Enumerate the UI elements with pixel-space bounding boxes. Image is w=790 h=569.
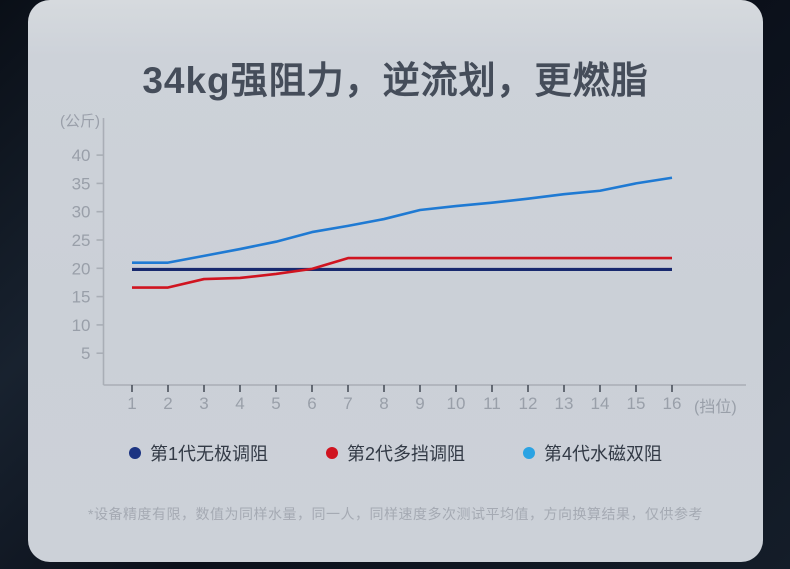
svg-text:1: 1 <box>127 394 136 413</box>
svg-text:2: 2 <box>163 394 172 413</box>
svg-text:5: 5 <box>81 344 90 363</box>
y-axis-unit-label: (公斤) <box>60 113 100 130</box>
svg-text:30: 30 <box>72 203 91 222</box>
feature-card: 34kg强阻力，逆流划，更燃脂 (公斤) 5 10 15 20 25 30 35 40 1 2 3 4… <box>28 0 763 562</box>
svg-text:20: 20 <box>72 259 91 278</box>
svg-text:15: 15 <box>72 288 91 307</box>
svg-text:4: 4 <box>235 394 244 413</box>
disclaimer-footnote: *设备精度有限，数值为同样水量，同一人，同样速度多次测试平均值，方向换算结果，仅… <box>88 506 703 522</box>
svg-text:7: 7 <box>343 394 352 413</box>
svg-text:3: 3 <box>199 394 208 413</box>
svg-text:6: 6 <box>307 394 316 413</box>
legend-label-gen1: 第1代无极调阻 <box>149 444 268 464</box>
legend-dot-gen4-icon <box>523 447 535 459</box>
legend-dot-gen1-icon <box>128 447 141 459</box>
svg-text:14: 14 <box>591 394 610 413</box>
legend-dot-gen2-icon <box>325 447 338 459</box>
legend-item-gen1: 第1代无极调阻 <box>128 440 268 466</box>
page-title: 34kg强阻力，逆流划，更燃脂 <box>142 60 649 101</box>
svg-text:25: 25 <box>72 231 91 250</box>
chart-legend: 第1代无极调阻 第2代多挡调阻 第4代水磁双阻 <box>28 440 763 466</box>
svg-text:16: 16 <box>663 394 682 413</box>
svg-text:5: 5 <box>271 394 280 413</box>
legend-label-gen4: 第4代水磁双阻 <box>544 444 663 464</box>
svg-text:10: 10 <box>72 316 91 335</box>
svg-text:9: 9 <box>415 394 424 413</box>
svg-text:8: 8 <box>379 394 388 413</box>
svg-text:10: 10 <box>447 394 466 413</box>
legend-item-gen2: 第2代多挡调阻 <box>325 440 465 466</box>
x-axis-unit-label: (挡位) <box>694 399 737 416</box>
legend-item-gen4: 第4代水磁双阻 <box>523 440 662 466</box>
svg-text:12: 12 <box>519 394 538 413</box>
svg-text:40: 40 <box>72 146 91 165</box>
svg-text:13: 13 <box>555 394 574 413</box>
svg-text:15: 15 <box>627 394 646 413</box>
svg-text:35: 35 <box>72 174 91 193</box>
svg-text:11: 11 <box>483 394 501 413</box>
legend-label-gen2: 第2代多挡调阻 <box>346 444 465 464</box>
